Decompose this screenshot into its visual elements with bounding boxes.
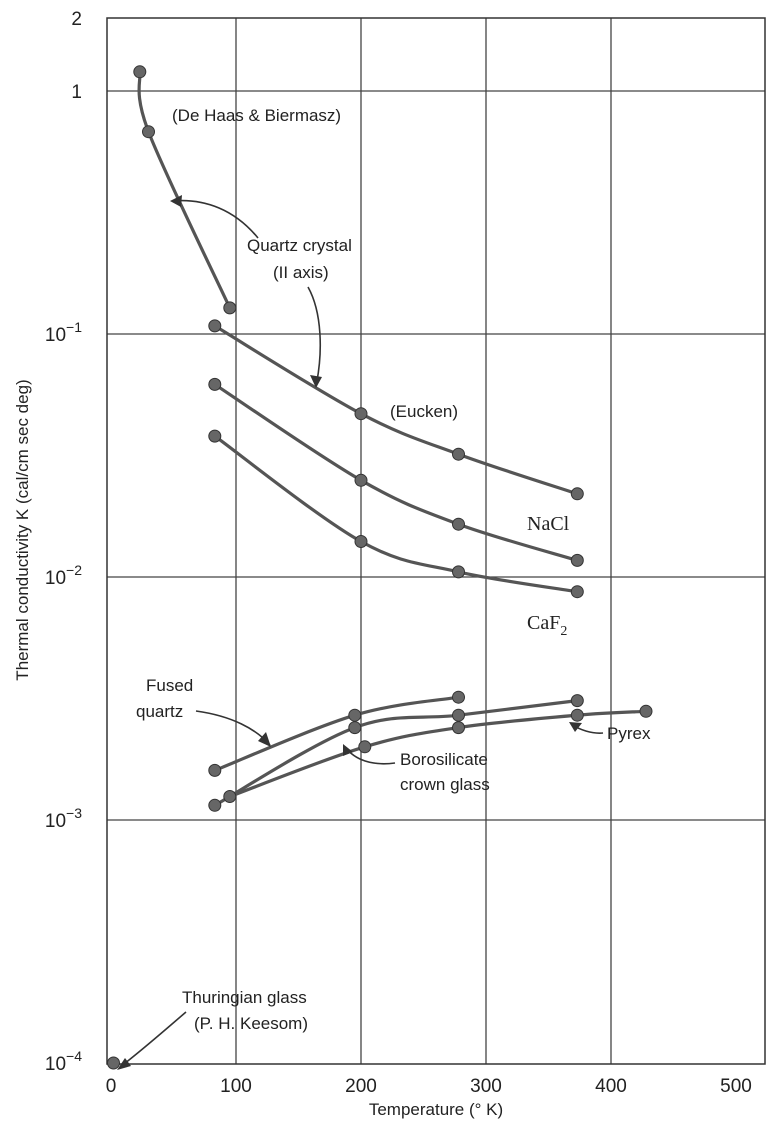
arrow-fused-quartz xyxy=(195,710,271,746)
data-point-quartz-6 xyxy=(570,487,584,501)
arrow-quartz-upper-head xyxy=(170,195,182,207)
data-point-quartz-0 xyxy=(133,65,147,79)
series-line-borosilicate xyxy=(213,699,579,807)
series-line-caf2 xyxy=(213,434,579,594)
x-tick-label-200: 200 xyxy=(345,1076,377,1097)
data-point-nacl-2 xyxy=(452,517,465,531)
data-point-pyrex-1 xyxy=(358,740,372,754)
annotation-arrows xyxy=(117,195,604,1070)
plot-frame xyxy=(106,17,766,1065)
data-point-borosilicate-1 xyxy=(348,721,362,735)
data-point-pyrex-0 xyxy=(223,790,237,803)
annotations: (De Haas & Biermasz) Quartz crystal (II … xyxy=(136,106,651,1033)
annotation-caf2-subscript: 2 xyxy=(560,624,567,639)
data-point-caf2-1 xyxy=(354,535,368,548)
data-point-borosilicate-3 xyxy=(570,694,584,708)
grid-lines xyxy=(107,18,765,1064)
y-tick-label-3: 10−2 xyxy=(45,562,82,589)
y-axis-label: Thermal conductivity K (cal/cm sec deg) xyxy=(13,379,32,680)
y-tick-label-1: 1 xyxy=(71,82,82,103)
data-point-borosilicate-2 xyxy=(452,708,465,722)
data-point-thuringian-0 xyxy=(107,1056,120,1070)
series-line-quartz-eucken xyxy=(213,324,579,496)
annotation-fused-line2: quartz xyxy=(136,702,183,721)
data-point-caf2-2 xyxy=(452,565,465,579)
annotation-borosilicate-line1: Borosilicate xyxy=(400,750,488,769)
arrow-thuringian xyxy=(119,1011,187,1068)
annotation-borosilicate-line2: crown glass xyxy=(400,775,490,794)
data-point-caf2-3 xyxy=(570,585,584,599)
data-point-quartz-2 xyxy=(223,301,237,315)
data-point-fused_quartz-0 xyxy=(208,763,222,777)
marker-layer xyxy=(107,65,653,1070)
annotation-eucken: (Eucken) xyxy=(390,402,458,421)
data-point-quartz-4 xyxy=(354,407,368,421)
arrow-pyrex-head xyxy=(569,722,582,732)
data-point-pyrex-4 xyxy=(639,704,653,718)
series-line-quartz-low-temp xyxy=(137,70,232,310)
data-point-nacl-3 xyxy=(570,553,584,567)
data-point-fused_quartz-2 xyxy=(452,690,465,704)
annotation-thuringian-line2: (P. H. Keesom) xyxy=(194,1014,308,1033)
arrow-thuringian-head xyxy=(117,1058,131,1070)
annotation-caf2-base: CaF xyxy=(527,612,560,634)
data-point-nacl-0 xyxy=(208,377,222,391)
annotation-de-haas: (De Haas & Biermasz) xyxy=(172,106,341,125)
annotation-thuringian-line1: Thuringian glass xyxy=(182,988,307,1007)
data-point-pyrex-3 xyxy=(570,708,584,722)
data-point-quartz-1 xyxy=(142,125,155,139)
x-tick-label-300: 300 xyxy=(470,1076,502,1097)
data-point-pyrex-2 xyxy=(452,721,465,735)
data-point-nacl-1 xyxy=(354,473,368,487)
annotation-fused-line1: Fused xyxy=(146,676,193,695)
data-point-quartz-3 xyxy=(208,319,222,333)
arrow-quartz-lower xyxy=(307,286,322,387)
arrow-quartz-upper xyxy=(171,199,259,239)
annotation-nacl: NaCl xyxy=(527,513,570,535)
data-point-borosilicate-0 xyxy=(208,798,222,812)
arrow-borosilicate-head xyxy=(343,744,353,756)
tick-labels: 0 100 200 300 400 500 2 1 10−1 10−2 10−3 10−4 xyxy=(45,9,752,1097)
annotation-pyrex: Pyrex xyxy=(607,724,651,743)
x-tick-label-0: 0 xyxy=(106,1076,117,1097)
arrow-fused-quartz-head xyxy=(258,732,271,747)
data-point-fused_quartz-1 xyxy=(348,708,362,722)
y-tick-label-4: 10−3 xyxy=(45,805,82,832)
data-point-caf2-0 xyxy=(208,429,222,443)
arrow-quartz-lower-head xyxy=(310,375,322,388)
series-line-nacl xyxy=(213,382,579,562)
x-tick-label-500: 500 xyxy=(720,1076,752,1097)
y-tick-label-2: 10−1 xyxy=(45,319,82,346)
annotation-quartz-crystal-line1: Quartz crystal xyxy=(247,236,352,255)
x-tick-label-100: 100 xyxy=(220,1076,252,1097)
annotation-caf2: CaF2 xyxy=(527,612,567,639)
y-tick-label-5: 10−4 xyxy=(45,1048,82,1075)
x-tick-label-400: 400 xyxy=(595,1076,627,1097)
x-axis-label: Temperature (° K) xyxy=(369,1100,503,1119)
y-tick-label-0: 2 xyxy=(71,9,82,30)
data-point-quartz-5 xyxy=(452,447,465,461)
annotation-quartz-crystal-line2: (II axis) xyxy=(273,263,329,282)
